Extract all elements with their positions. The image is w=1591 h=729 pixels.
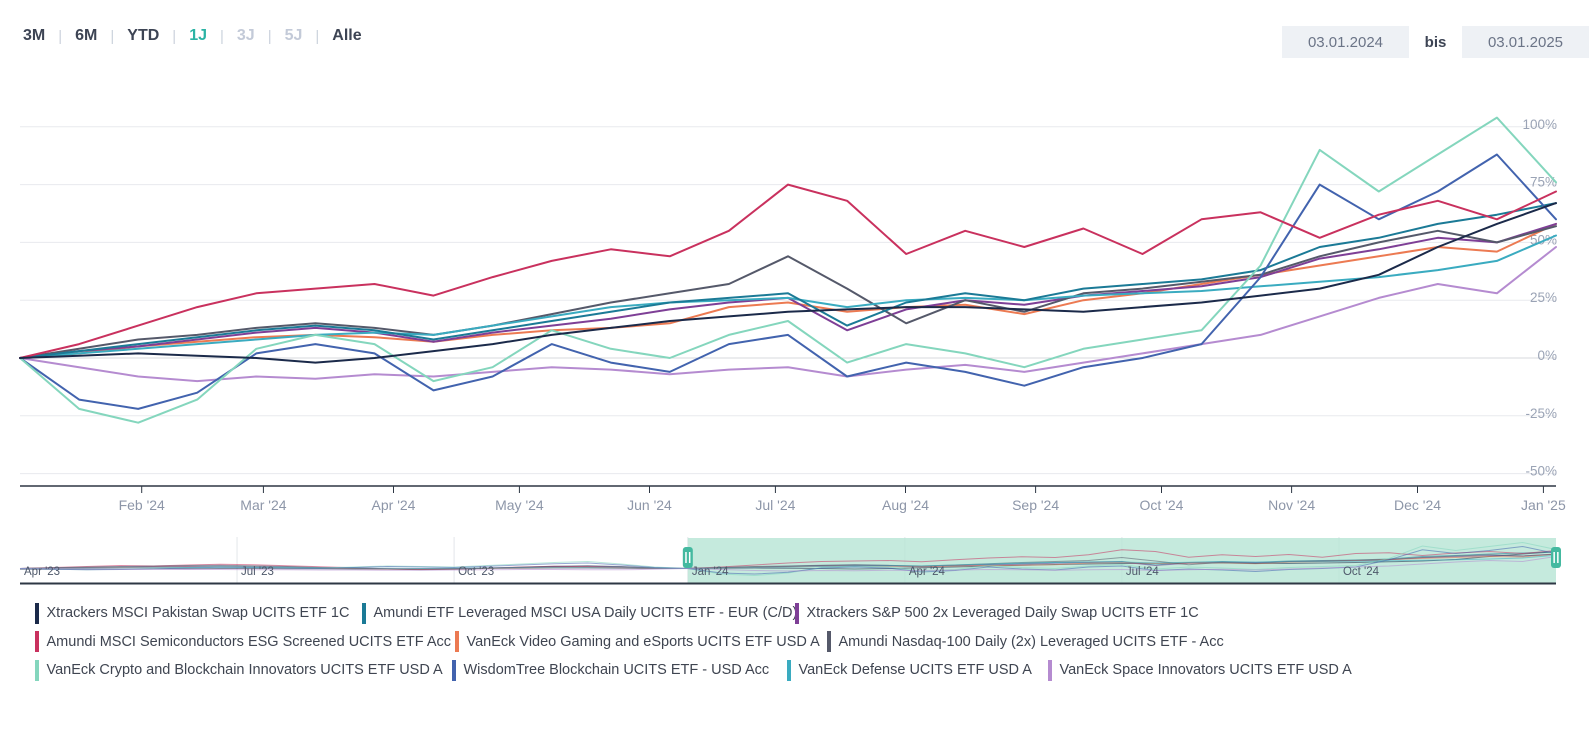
legend-item-crypto[interactable]: VanEck Crypto and Blockchain Innovators … [35,659,443,681]
legend-item-label: VanEck Space Innovators UCITS ETF USD A [1059,662,1352,678]
navigator-series-space [19,556,1557,572]
x-axis-label: Oct '24 [1140,497,1184,513]
range-separator: | [219,27,224,45]
series-line-space[interactable] [19,246,1557,383]
x-axis-label: Nov '24 [1268,497,1315,513]
range-button-1j[interactable]: 1J [189,27,207,44]
y-axis-label: 100% [1522,117,1557,132]
legend-color-marker [362,602,366,624]
series-line-levusa[interactable] [19,202,1557,359]
range-separator: | [267,27,272,45]
date-range-separator-label: bis [1424,33,1447,51]
x-axis-label: Apr '24 [372,497,416,513]
x-axis-label: May '24 [495,497,544,513]
legend-item-semis[interactable]: Amundi MSCI Semiconductors ESG Screened … [35,631,451,653]
series-line-wisdomtree[interactable] [19,153,1557,410]
legend-color-marker [452,659,456,681]
legend-item-pakistan[interactable]: Xtrackers MSCI Pakistan Swap UCITS ETF 1… [35,602,349,624]
navigator-label: Jan '24 [692,566,729,578]
date-range-controls: bis [1282,26,1589,58]
legend-color-marker [1048,659,1052,681]
navigator-label: Jul '24 [1126,566,1159,578]
legend-color-marker [795,602,799,624]
legend-item-defense[interactable]: VanEck Defense UCITS ETF USD A [787,659,1032,681]
navigator-label: Oct '24 [1343,566,1380,578]
legend-item-levusa[interactable]: Amundi ETF Leveraged MSCI USA Daily UCIT… [362,602,797,624]
legend-item-label: VanEck Defense UCITS ETF USD A [798,662,1032,678]
y-axis-label: 0% [1537,348,1557,363]
legend-item-space[interactable]: VanEck Space Innovators UCITS ETF USD A [1048,659,1352,681]
navigator-label: Apr '23 [24,566,60,578]
range-button-alle[interactable]: Alle [332,27,362,44]
range-button-5j: 5J [284,27,303,44]
legend-item-label: WisdomTree Blockchain UCITS ETF - USD Ac… [463,662,770,678]
range-button-6m[interactable]: 6M [75,27,98,44]
navigator-series-pakistan [20,551,1557,570]
navigator-label: Jul '23 [241,566,274,578]
series-line-crypto[interactable] [19,116,1557,424]
legend-item-label: Xtrackers MSCI Pakistan Swap UCITS ETF 1… [46,605,350,621]
legend-item-label: VanEck Video Gaming and eSports UCITS ET… [466,633,820,650]
range-separator: | [110,27,115,45]
navigator-handle-right[interactable] [1551,547,1561,568]
x-axis-label: Sep '24 [1012,497,1059,513]
series-line-defense[interactable] [19,234,1557,359]
legend-item-gaming[interactable]: VanEck Video Gaming and eSports UCITS ET… [455,631,820,653]
series-line-pakistan[interactable] [19,202,1557,364]
from-date-input[interactable] [1282,26,1409,58]
navigator-series-semis [19,549,1557,571]
y-axis-label: 25% [1530,290,1557,305]
time-range-selector: 3M | 6M | YTD | 1J | 3J | 5J | Alle [23,27,362,45]
legend-item-wisdomtree[interactable]: WisdomTree Blockchain UCITS ETF - USD Ac… [452,659,769,681]
x-axis-label: Aug '24 [882,497,929,513]
x-axis-label: Jan '25 [1521,497,1566,513]
legend-color-marker [827,631,831,652]
performance-chart[interactable]: 100% 75% 50% 25% 0% -25% -50% Feb '24 Mar '24 Apr… [0,0,1591,596]
legend-color-marker [35,631,39,652]
legend-item-nasdaq2x[interactable]: Amundi Nasdaq-100 Daily (2x) Leveraged U… [827,631,1224,653]
legend-color-marker [35,602,39,624]
legend-color-marker [35,659,39,681]
legend-item-label: Xtrackers S&P 500 2x Leveraged Daily Swa… [806,605,1199,621]
range-separator: | [315,27,320,45]
navigator-series-defense [19,554,1557,570]
range-separator: | [172,27,177,45]
to-date-input[interactable] [1462,26,1589,58]
series-line-gaming[interactable] [19,222,1557,359]
x-axis-label: Feb '24 [119,497,165,513]
series-line-semis[interactable] [19,183,1557,359]
range-separator: | [58,27,63,45]
navigator-label: Oct '23 [458,566,494,578]
x-axis-label: Mar '24 [240,497,286,513]
legend-item-label: Amundi ETF Leveraged MSCI USA Daily UCIT… [373,605,798,621]
chart-legend: Xtrackers MSCI Pakistan Swap UCITS ETF 1… [0,602,1591,697]
y-axis-label: -25% [1525,406,1557,421]
x-axis-label: Dec '24 [1394,497,1441,513]
y-axis-label: -50% [1525,464,1557,479]
navigator[interactable]: Apr '23 Jul '23 Oct '23 Jan '24 Apr '24 Jul '… [19,537,1561,585]
legend-item-label: Amundi MSCI Semiconductors ESG Screened … [46,633,452,650]
y-axis-label: 75% [1530,175,1557,190]
x-axis-label: Jul '24 [755,497,795,513]
legend-item-label: VanEck Crypto and Blockchain Innovators … [46,662,443,678]
series-line-nasdaq2x[interactable] [19,225,1557,359]
legend-item-sp2x[interactable]: Xtrackers S&P 500 2x Leveraged Daily Swa… [795,602,1199,624]
legend-color-marker [455,631,459,652]
navigator-label: Apr '24 [909,566,946,578]
navigator-handle-left[interactable] [682,547,693,568]
range-button-3j: 3J [236,27,255,44]
legend-color-marker [787,659,791,681]
range-button-3m[interactable]: 3M [23,27,46,44]
legend-item-label: Amundi Nasdaq-100 Daily (2x) Leveraged U… [838,633,1224,650]
x-axis-label: Jun '24 [627,497,672,513]
range-button-ytd[interactable]: YTD [127,27,160,44]
